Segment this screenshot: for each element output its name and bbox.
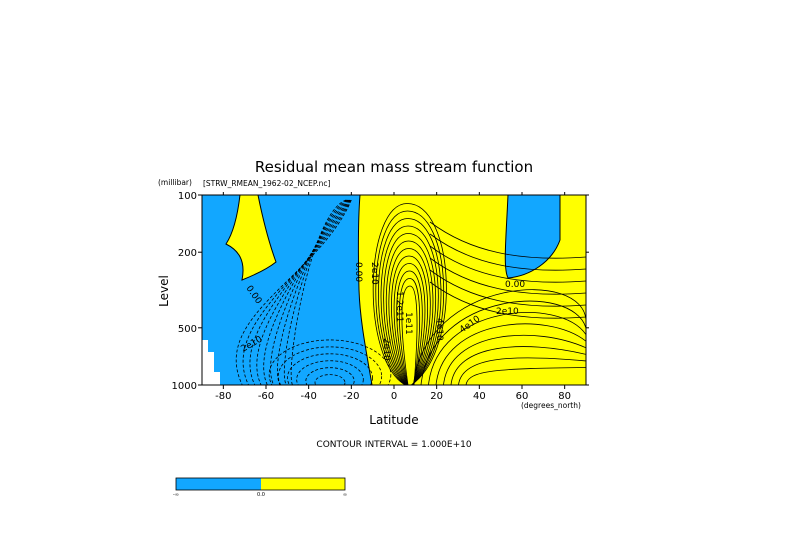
contour-line — [420, 300, 586, 385]
contour-line — [396, 270, 423, 385]
contour-line — [398, 278, 421, 385]
y-tick-label: 1000 — [172, 381, 197, 392]
zero-contours — [225, 195, 561, 385]
contour-line — [263, 199, 349, 385]
x-tick-label: 40 — [473, 391, 486, 402]
plot-area: 0.00 2e10 0.00 2e10 4e10 2e10 0.00 1.2e1… — [172, 191, 589, 402]
contour-line — [372, 203, 447, 385]
contour-line — [458, 357, 586, 385]
contour-label: 0.00 — [505, 280, 525, 290]
contour-line — [290, 199, 347, 385]
colorbar-label: 0.0 — [257, 492, 265, 498]
contour-label: 4e10 — [434, 318, 444, 341]
x-tick-label: -60 — [258, 391, 274, 402]
contour-line — [287, 353, 373, 385]
y-axis-unit: (millibar) — [158, 178, 192, 187]
y-axis-label: Level — [157, 275, 171, 307]
contour-line — [375, 210, 444, 385]
contour-line — [242, 199, 352, 385]
contour-line — [235, 199, 352, 385]
contour-line — [305, 367, 355, 385]
chart-subtitle: [STRW_RMEAN_1962-02_NCEP.nc] — [203, 179, 331, 188]
contour-line — [429, 269, 586, 307]
x-axis-unit: (degrees_north) — [521, 401, 581, 410]
contour-line — [450, 346, 586, 385]
positive-fill-region-sh — [226, 195, 276, 280]
colorbar-positive-swatch — [261, 478, 345, 490]
contour-line — [270, 199, 349, 385]
colorbar-frame — [175, 477, 346, 491]
contour-line — [391, 255, 429, 385]
y-tick-label: 100 — [178, 191, 197, 202]
contour-line — [277, 199, 348, 385]
contour-label: 1.2e11 — [394, 291, 404, 322]
colorbar: -∞ 0.0 ∞ — [173, 477, 347, 498]
contour-line — [380, 225, 439, 385]
contour-line — [249, 199, 351, 385]
x-tick-label: 0 — [391, 391, 397, 402]
x-tick-label: -40 — [300, 391, 316, 402]
contour-line — [268, 339, 392, 385]
contour-line — [429, 233, 586, 271]
contour-interval-note: CONTOUR INTERVAL = 1.000E+10 — [316, 440, 471, 450]
negative-contours — [235, 199, 392, 385]
x-tick-label: -20 — [343, 391, 359, 402]
contour-line — [393, 263, 426, 385]
y-tick-label: 500 — [178, 324, 197, 335]
contour-line — [429, 245, 586, 283]
contour-line — [383, 233, 437, 385]
contour-line — [465, 367, 586, 385]
x-tick-label: 80 — [558, 391, 571, 402]
contour-line — [443, 334, 586, 385]
contour-line — [378, 218, 442, 385]
x-tick-label: -80 — [215, 391, 231, 402]
contour-line — [428, 312, 586, 385]
contour-line — [401, 285, 418, 385]
colorbar-label: ∞ — [343, 492, 347, 498]
contour-line — [429, 281, 586, 319]
contour-label: 1e11 — [403, 312, 413, 335]
contour-line — [283, 199, 347, 385]
y-ticks: 100 200 500 1000 — [172, 191, 589, 392]
contour-line — [296, 360, 364, 385]
contour-line — [435, 323, 586, 385]
contour-line — [314, 374, 346, 385]
contour-label: 2e10 — [381, 338, 391, 361]
colorbar-negative-swatch — [176, 478, 261, 490]
contour-line — [429, 257, 586, 295]
x-tick-label: 20 — [430, 391, 443, 402]
contour-label: 0.00 — [353, 262, 363, 282]
contour-line — [256, 199, 350, 385]
colorbar-label: -∞ — [173, 492, 179, 498]
contour-line — [277, 346, 383, 385]
contour-label: 2e10 — [496, 307, 519, 317]
x-axis-label: Latitude — [369, 413, 418, 427]
y-tick-label: 200 — [178, 248, 197, 259]
contour-line — [429, 221, 586, 259]
missing-data-region — [202, 340, 220, 385]
contour-line — [385, 240, 434, 385]
negative-fill-region-nh — [505, 195, 560, 278]
contour-label: 2e10 — [369, 262, 379, 285]
x-tick-label: 60 — [516, 391, 529, 402]
chart-title: Residual mean mass stream function — [255, 158, 533, 176]
x-ticks: -80 -60 -40 -20 0 20 40 60 80 — [215, 192, 571, 402]
contour-line — [388, 248, 431, 385]
